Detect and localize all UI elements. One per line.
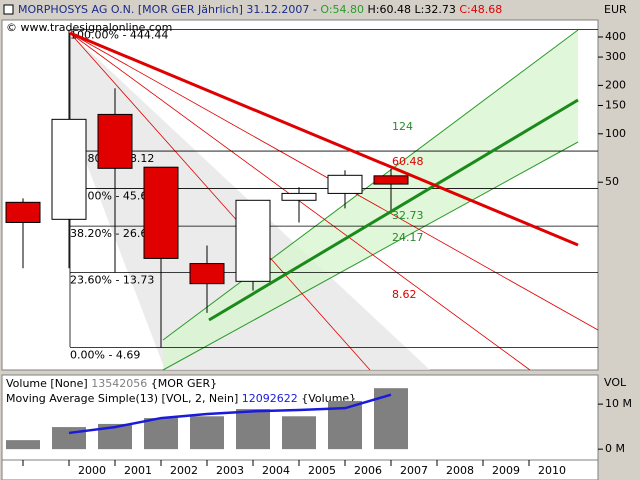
- icon: [3, 4, 14, 15]
- x-tick-label: 2008: [446, 464, 474, 477]
- x-tick-label: 2003: [216, 464, 244, 477]
- volume-bar: [144, 418, 178, 450]
- candle-body: [97, 113, 133, 169]
- x-tick-label: 2009: [492, 464, 520, 477]
- x-tick-label: 2010: [538, 464, 566, 477]
- volume-bar: [236, 409, 270, 450]
- fib-label: 0.00% - 4.69: [70, 349, 140, 362]
- trend-line: [208, 98, 579, 322]
- y-axis-label: VOL: [604, 376, 627, 389]
- candle-body: [327, 174, 363, 194]
- legend-value: 13542056: [91, 377, 147, 390]
- x-tick-label: 2002: [170, 464, 198, 477]
- price-label: 124: [392, 120, 413, 133]
- high-label: H:60.48: [368, 3, 411, 16]
- legend-name: Volume [None]: [6, 377, 88, 390]
- volume-bar: [6, 440, 40, 450]
- price-label: 60.48: [392, 155, 424, 168]
- header: MORPHOSYS AG O.N. [MOR GER Jährlich] 31.…: [18, 3, 502, 16]
- fib-label: 50.00% - 45.66: [70, 190, 154, 203]
- y-tick-label: 0 M: [605, 442, 625, 455]
- fib-label: 38.20% - 26.68: [70, 227, 154, 240]
- candle-body: [5, 201, 41, 223]
- y-axis-label: EUR: [604, 3, 627, 16]
- y-tick-label: 300: [605, 50, 626, 63]
- copyright: © www.tradesignalonline.com: [6, 21, 172, 34]
- low-label: L:32.73: [415, 3, 456, 16]
- overlay: 124 60.48 32.73 24.17 8.62: [69, 31, 579, 322]
- x-tick-label: 2001: [124, 464, 152, 477]
- candle-body: [235, 199, 271, 282]
- y-tick-label: 400: [605, 30, 626, 43]
- price-label: 8.62: [392, 288, 417, 301]
- price-label: 24.17: [392, 231, 424, 244]
- fib-label: 100.00% - 444.44: [70, 29, 168, 42]
- x-tick-label: 2004: [262, 464, 290, 477]
- legend-entry: Volume [None] 13542056 {MOR GER}: [6, 377, 217, 390]
- channel-upper: [162, 29, 579, 341]
- legend-name: Moving Average Simple(13) [VOL, 2, Nein]: [6, 392, 238, 405]
- x-axis-panel: [1, 459, 599, 480]
- candle-body: [189, 263, 225, 285]
- open-label: O:54.80: [320, 3, 364, 16]
- trend-line: [69, 31, 579, 247]
- x-tick-label: 2007: [400, 464, 428, 477]
- legend-suffix: {MOR GER}: [151, 377, 217, 390]
- x-tick-label: 2000: [78, 464, 106, 477]
- y-tick-label: 50: [605, 175, 619, 188]
- candle-body: [373, 175, 409, 185]
- candle-body: [51, 118, 87, 220]
- y-tick-label: 10 M: [605, 397, 632, 410]
- price-label: 32.73: [392, 209, 424, 222]
- y-tick-label: 200: [605, 78, 626, 91]
- close-label: C:48.68: [459, 3, 502, 16]
- x-tick-label: 2005: [308, 464, 336, 477]
- volume-bar: [282, 416, 316, 450]
- fan-line: [69, 32, 531, 371]
- y-tick-label: 100: [605, 127, 626, 140]
- candle-body: [143, 166, 179, 259]
- channel-lower: [162, 141, 579, 371]
- title: MORPHOSYS AG O.N. [MOR GER Jährlich] 31.…: [18, 3, 317, 16]
- ma-line: [68, 393, 392, 435]
- candle-body: [281, 192, 317, 201]
- volume-bar: [190, 416, 224, 450]
- legend-entry: Moving Average Simple(13) [VOL, 2, Nein]…: [6, 392, 356, 405]
- x-tick-label: 2006: [354, 464, 382, 477]
- legend-value: 12092622: [242, 392, 298, 405]
- y-tick-label: 150: [605, 98, 626, 111]
- fib-label: 23.60% - 13.73: [70, 274, 154, 287]
- fan-line: [69, 32, 371, 371]
